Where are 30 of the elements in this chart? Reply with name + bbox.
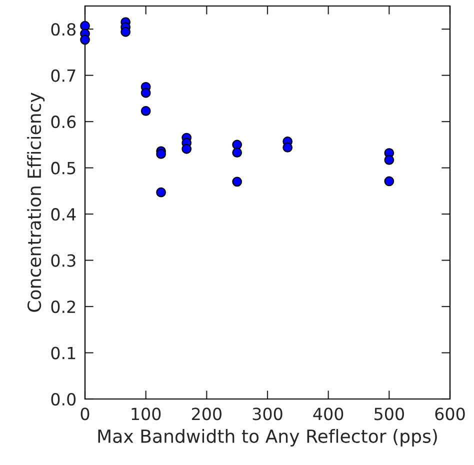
point — [282, 142, 293, 152]
x-tick-label: 600 — [435, 408, 465, 420]
point — [156, 149, 166, 159]
point — [80, 34, 90, 45]
x-tick-label: 300 — [252, 408, 282, 420]
y-tick-label: 0.8 — [51, 23, 76, 36]
y-tick-label: 0.5 — [51, 162, 76, 174]
x-tick-label: 0 — [80, 408, 90, 420]
point — [120, 26, 131, 37]
y-tick-label: 0.0 — [51, 392, 76, 406]
y-tick-label: 0.2 — [51, 300, 75, 314]
point — [156, 187, 166, 198]
point — [182, 144, 192, 154]
y-tick-label: 0.1 — [51, 346, 76, 360]
point — [232, 148, 242, 158]
x-tick-label: 500 — [374, 408, 404, 420]
y-axis-title: Concentration Efficiency — [27, 92, 45, 312]
y-tick-label: 0.3 — [51, 254, 76, 267]
point — [384, 155, 394, 165]
x-tick-label: 100 — [132, 408, 161, 420]
y-tick-label: 0.4 — [51, 208, 76, 221]
y-tick-label: 0.7 — [51, 69, 76, 82]
point — [140, 106, 151, 116]
x-tick-label: 200 — [192, 408, 222, 420]
point — [140, 88, 151, 98]
x-tick-label: 400 — [313, 408, 344, 420]
point — [232, 176, 242, 187]
y-tick-label: 0.6 — [51, 116, 76, 128]
point — [384, 176, 394, 186]
x-axis-title: Max Bandwidth to Any Reflector (pps) — [98, 429, 437, 446]
